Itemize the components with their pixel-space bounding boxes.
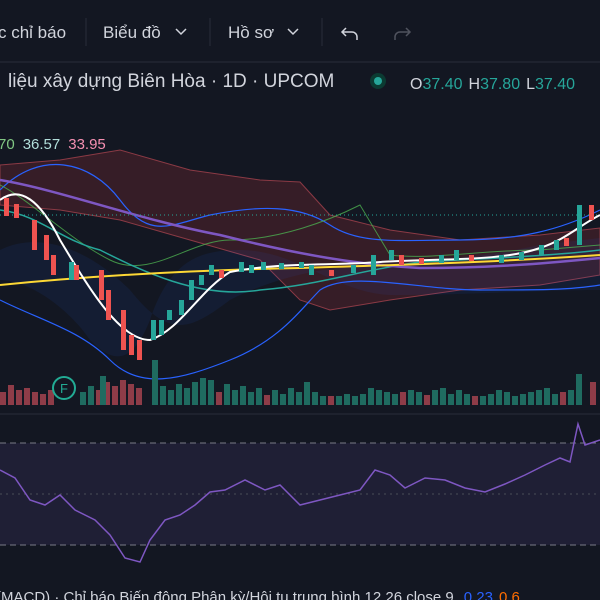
status-dot [374,77,382,85]
lower-band [0,280,600,380]
indicator-values: 70 36.57 33.95 [0,136,106,153]
l-value: 37.40 [535,76,575,93]
ema-line [0,209,600,293]
chevron [175,28,187,36]
macd-title-text: (MACD) · Chỉ báo Biến động Phân kỳ/Hội t… [0,589,454,600]
indicator-value: 36.57 [23,136,61,153]
volume-up [80,360,582,405]
macd-value: 0.6 [499,589,520,600]
profile-menu[interactable]: Hồ sơ [228,23,274,42]
cloud [0,149,600,311]
rsi-line [0,421,600,563]
event-badge-label: F [60,381,68,396]
undo-button[interactable] [340,27,358,40]
toolbar [0,0,600,62]
chevron [287,28,299,36]
event-badge[interactable] [52,376,76,400]
indicator-value: 33.95 [68,136,106,153]
indicator-value: 70 [0,136,15,153]
h-value: 37.80 [480,76,520,93]
redo-button[interactable] [394,27,412,40]
l-label: L [526,76,535,93]
o-label: O [410,76,422,93]
o-value: 37.40 [422,76,462,93]
ohlc: O37.40 H37.80 L37.40 [410,76,575,93]
macd-title: (MACD) · Chỉ báo Biến động Phân kỳ/Hội t… [0,589,520,600]
macd-value: 0.23 [464,589,493,600]
h-label: H [469,76,481,93]
indicators-button[interactable]: c chỉ báo [0,23,66,42]
upper-band [0,164,600,242]
symbol-title: liệu xây dựng Biên Hòa · 1D · UPCOM [8,71,334,92]
ma-line [0,178,600,270]
price-line [0,193,600,342]
chart-menu[interactable]: Biểu đồ [103,23,161,42]
